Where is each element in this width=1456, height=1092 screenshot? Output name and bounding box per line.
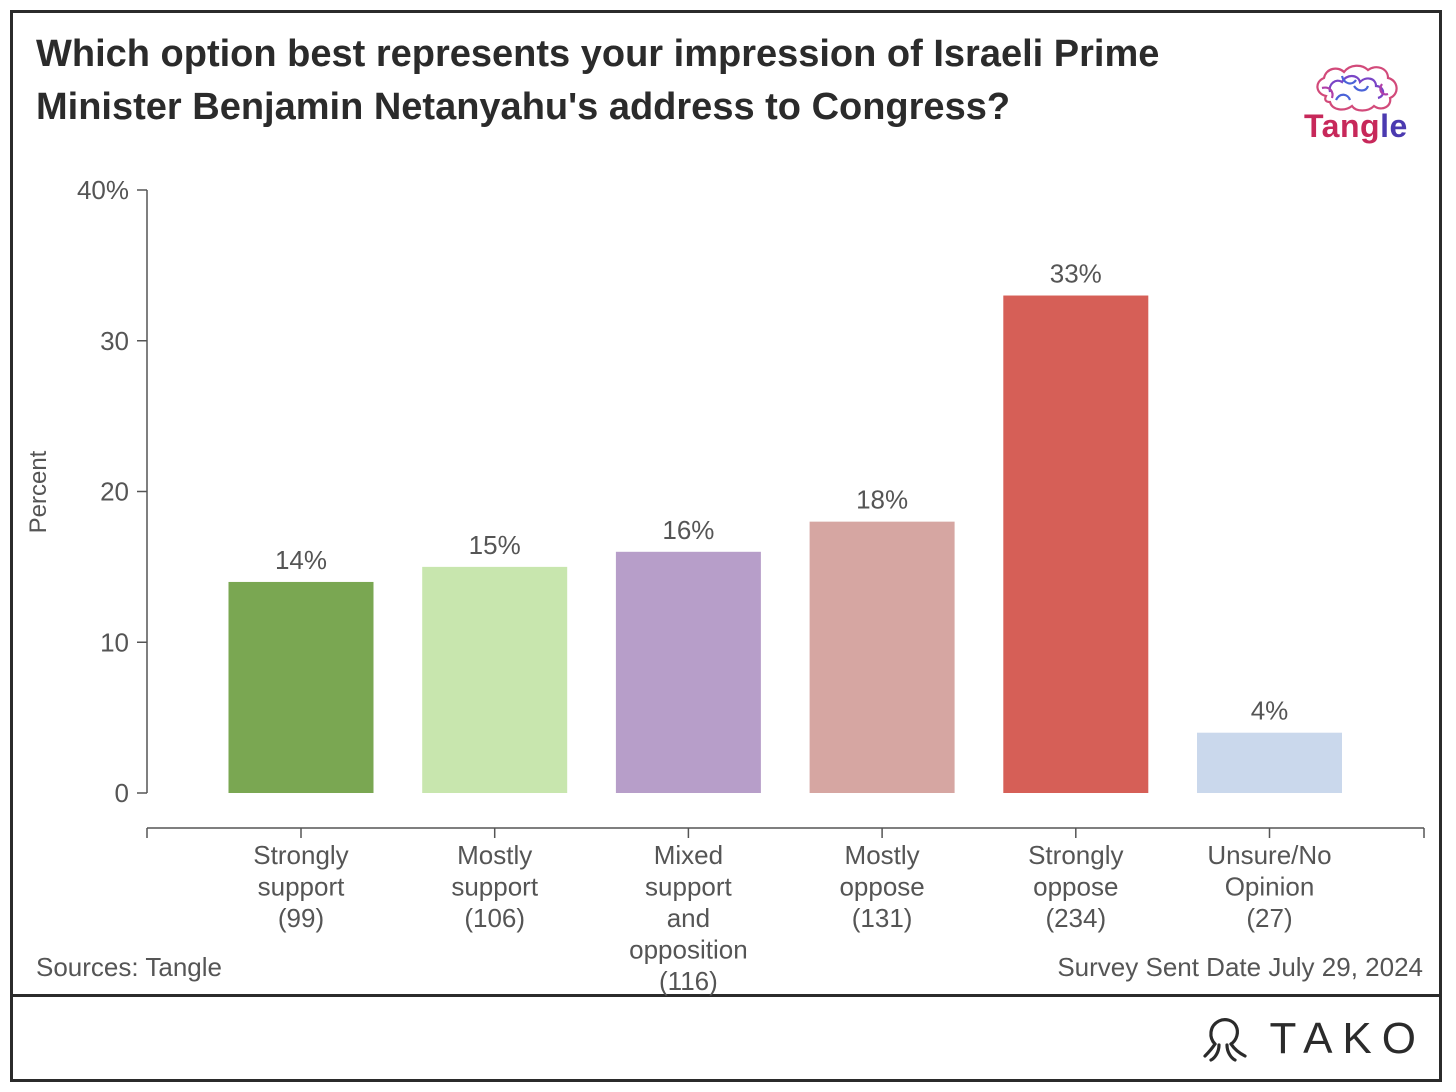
- category-label: support: [645, 872, 732, 902]
- tako-octopus-icon: [1203, 1018, 1248, 1062]
- source-note: Sources: Tangle: [36, 952, 222, 982]
- category-label: Mostly: [457, 840, 532, 870]
- bar-value-label: 15%: [469, 530, 521, 560]
- category-label: Strongly: [1028, 840, 1123, 870]
- chart-title: Which option best represents your impres…: [36, 33, 1160, 128]
- category-label: (116): [659, 966, 718, 996]
- category-label: Unsure/No: [1207, 840, 1331, 870]
- category-label: opposition: [629, 935, 748, 965]
- y-tick-label: 20: [100, 477, 129, 507]
- survey-date: Survey Sent Date July 29, 2024: [1057, 952, 1423, 982]
- footer-divider: [10, 994, 1442, 997]
- bar: [1197, 732, 1342, 793]
- x-axis: [146, 827, 1425, 838]
- bar-value-label: 33%: [1050, 259, 1102, 289]
- y-tick-label: 40%: [77, 175, 129, 205]
- category-label: Mixed: [654, 840, 723, 870]
- bar-value-label: 16%: [662, 515, 714, 545]
- category-label: (131): [852, 903, 913, 933]
- bars: [228, 295, 1342, 793]
- category-label: support: [451, 872, 538, 902]
- category-label: Opinion: [1225, 872, 1315, 902]
- bar-value-label: 14%: [275, 545, 327, 575]
- category-label: (99): [278, 903, 324, 933]
- category-labels: Stronglysupport(99)Mostlysupport(106)Mix…: [253, 840, 1331, 996]
- category-label: oppose: [839, 872, 924, 902]
- brain-icon: [1316, 64, 1398, 112]
- category-label: (27): [1246, 903, 1292, 933]
- y-tick-label: 10: [100, 627, 129, 657]
- bar-value-label: 4%: [1251, 696, 1289, 726]
- tako-wordmark: TAKO: [1269, 1014, 1426, 1063]
- bar: [809, 521, 955, 793]
- category-label: (234): [1045, 903, 1106, 933]
- bar-value-label: 18%: [856, 485, 908, 515]
- bar: [615, 551, 761, 793]
- category-label: and: [667, 903, 710, 933]
- tako-branding: TAKO: [1201, 1014, 1426, 1064]
- chart-frame: [10, 10, 1442, 1082]
- category-label: Mostly: [845, 840, 920, 870]
- value-labels: 14% 15% 16% 18% 33% 4%: [275, 259, 1288, 726]
- y-axis: 0 10 20 30 40%: [77, 175, 148, 808]
- brand-logo-text: Tangle: [1304, 108, 1408, 144]
- y-tick-label: 0: [115, 778, 129, 808]
- category-label: oppose: [1033, 872, 1118, 902]
- category-label: Strongly: [253, 840, 348, 870]
- bar: [228, 581, 374, 793]
- y-axis-title: Percent: [25, 450, 52, 533]
- bar: [422, 566, 568, 793]
- category-label: support: [258, 872, 345, 902]
- bar: [1003, 295, 1149, 793]
- category-label: (106): [464, 903, 525, 933]
- y-tick-label: 30: [100, 326, 129, 356]
